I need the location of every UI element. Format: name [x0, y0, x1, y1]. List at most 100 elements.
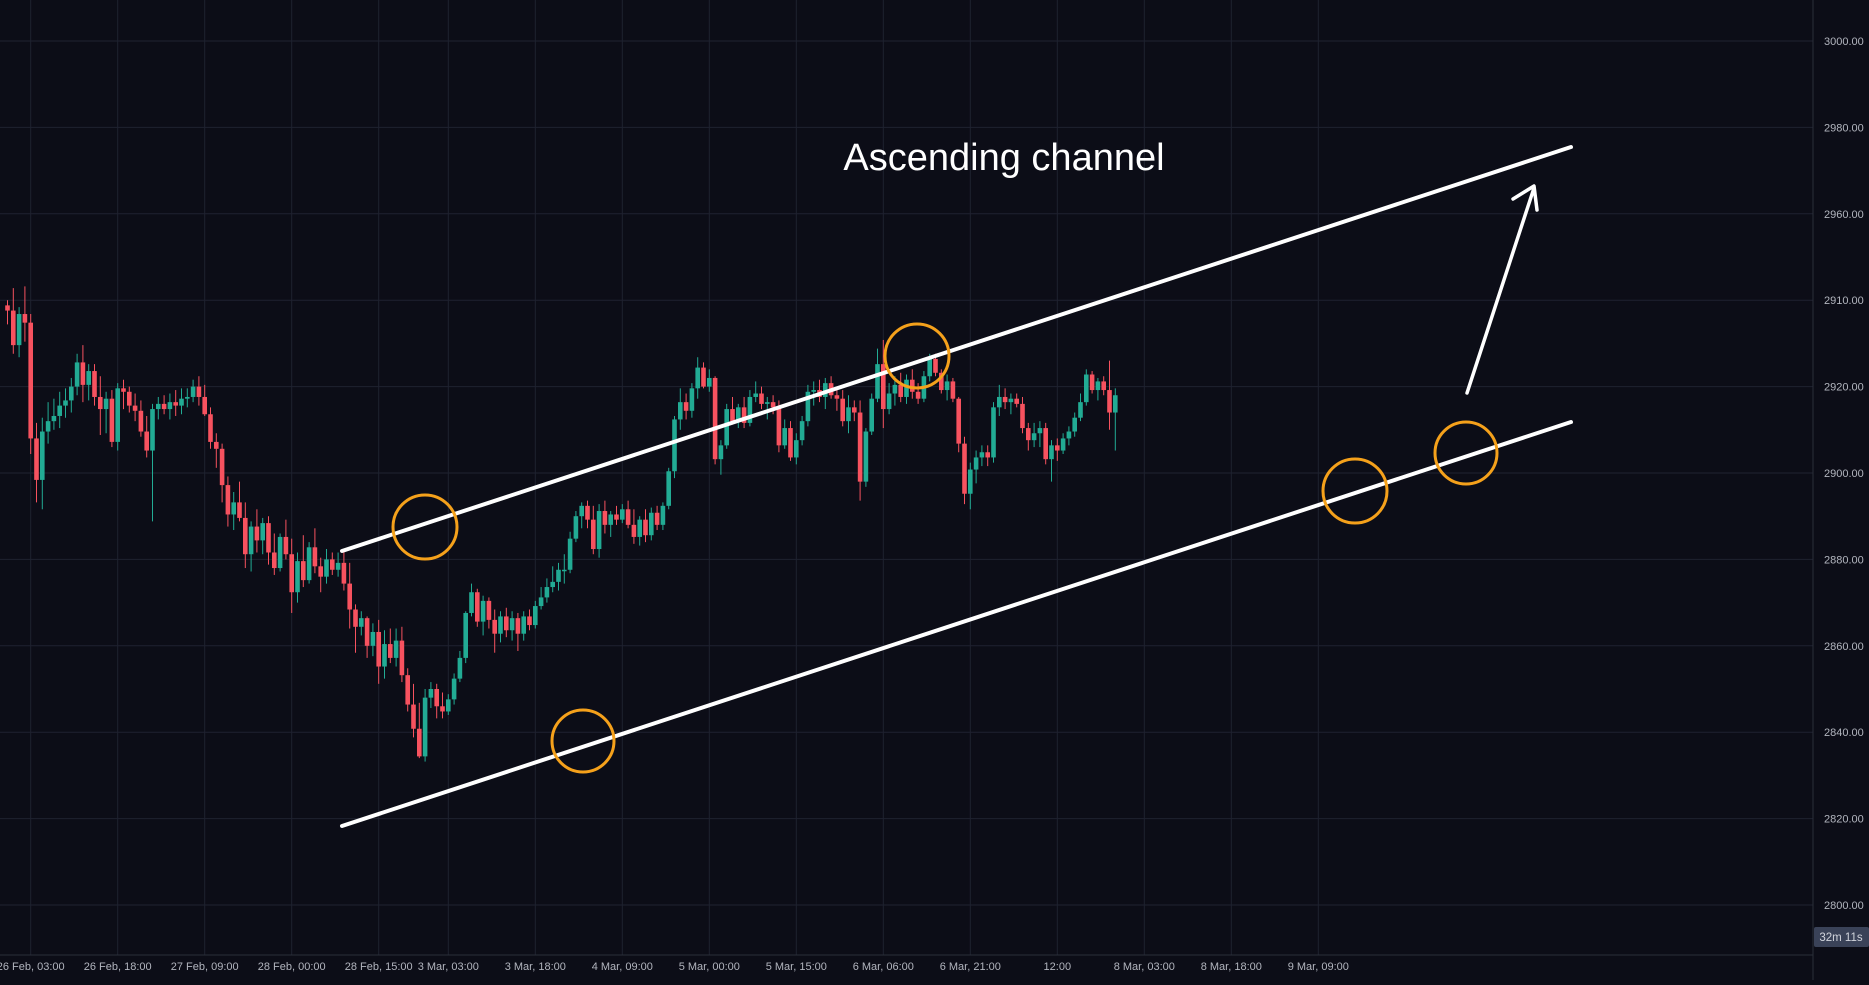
y-tick-label: 2900.00: [1824, 468, 1864, 480]
candle: [312, 528, 318, 574]
y-tick-label: 2880.00: [1824, 554, 1864, 566]
candle-body: [353, 609, 358, 627]
candle: [254, 509, 260, 553]
candle: [196, 376, 202, 406]
candle-body: [741, 407, 747, 423]
candle: [492, 609, 497, 653]
candle: [567, 531, 573, 574]
candle: [51, 398, 57, 430]
candle-body: [318, 566, 323, 577]
y-tick-label: 2860.00: [1824, 641, 1864, 653]
candle-body: [614, 514, 619, 520]
candle: [5, 300, 10, 325]
candle-body: [492, 619, 497, 634]
candle: [1031, 422, 1037, 448]
candle-body: [1066, 431, 1072, 439]
candle: [950, 377, 956, 403]
x-tick-label: 5 Mar, 15:00: [766, 961, 827, 973]
candle: [678, 388, 683, 430]
candle: [161, 395, 167, 415]
candle: [509, 611, 515, 641]
x-tick-label: 8 Mar, 03:00: [1114, 961, 1175, 973]
candle-body: [440, 706, 445, 712]
candle-body: [486, 600, 492, 620]
candle-body: [121, 388, 126, 392]
candle: [1014, 393, 1019, 408]
candle: [985, 445, 990, 467]
y-tick-label: 2840.00: [1824, 727, 1864, 739]
candle: [295, 552, 300, 603]
candle-body: [753, 393, 758, 397]
candle-body: [295, 561, 300, 593]
candle-body: [231, 502, 236, 515]
candle: [718, 440, 724, 475]
candle-body: [127, 391, 132, 406]
candle: [11, 288, 16, 354]
candle: [794, 433, 799, 465]
candle-body: [1020, 403, 1025, 429]
candle: [214, 433, 219, 468]
candle-body: [654, 512, 660, 525]
candle: [683, 393, 689, 420]
candle-body: [602, 511, 608, 525]
x-tick-label: 28 Feb, 00:00: [258, 961, 326, 973]
candle: [515, 612, 521, 651]
candle: [80, 345, 86, 403]
candle-body: [480, 600, 486, 622]
candle-body: [115, 388, 120, 442]
candle-body: [968, 469, 973, 494]
candle-body: [1113, 395, 1118, 413]
y-tick-label: 2910.00: [1824, 295, 1864, 307]
candle: [324, 549, 329, 584]
candle-body: [214, 441, 219, 449]
candle-body: [724, 409, 729, 446]
candle: [179, 388, 184, 415]
candle-body: [306, 547, 312, 581]
candle-body: [521, 616, 526, 634]
candle: [991, 402, 996, 463]
candle-body: [910, 379, 915, 392]
candle-body: [382, 644, 387, 667]
candle-body: [475, 592, 480, 622]
candle-body: [718, 445, 724, 460]
candle: [480, 595, 486, 636]
candle-body: [799, 421, 805, 441]
candle: [156, 396, 161, 420]
candle-body: [736, 407, 741, 422]
candle: [1089, 371, 1095, 394]
candle: [150, 403, 155, 522]
candle: [63, 388, 68, 418]
breakout-arrow-shaft: [1465, 186, 1536, 395]
candle-body: [985, 452, 990, 458]
candle-body: [973, 457, 979, 470]
candle: [370, 623, 376, 657]
countdown-text: 32m 11s: [1819, 932, 1863, 944]
candle-body: [28, 322, 33, 439]
candle: [840, 390, 845, 427]
touch-circle-2: [550, 708, 616, 774]
candle: [504, 607, 509, 638]
y-tick-label: 2800.00: [1824, 900, 1864, 912]
candle-body: [5, 305, 10, 311]
candle-body: [161, 403, 167, 410]
candle-body: [272, 552, 277, 569]
candle: [132, 393, 138, 422]
candle: [144, 415, 149, 458]
candle: [852, 400, 857, 422]
candle-body: [538, 597, 544, 607]
candle-body: [63, 400, 68, 406]
candle-body: [730, 409, 735, 422]
y-tick-label: 2820.00: [1824, 814, 1864, 826]
candle: [765, 396, 770, 420]
candle-body: [573, 516, 579, 539]
candle: [701, 362, 706, 389]
candle-body: [997, 396, 1002, 408]
y-tick-label: 2980.00: [1824, 122, 1864, 134]
candle-body: [1014, 398, 1019, 404]
candle-body: [875, 364, 880, 399]
candle-body: [34, 438, 39, 480]
candle-body: [765, 402, 770, 404]
candle: [649, 507, 654, 541]
candle-body: [956, 398, 961, 444]
candle-body: [881, 364, 886, 410]
